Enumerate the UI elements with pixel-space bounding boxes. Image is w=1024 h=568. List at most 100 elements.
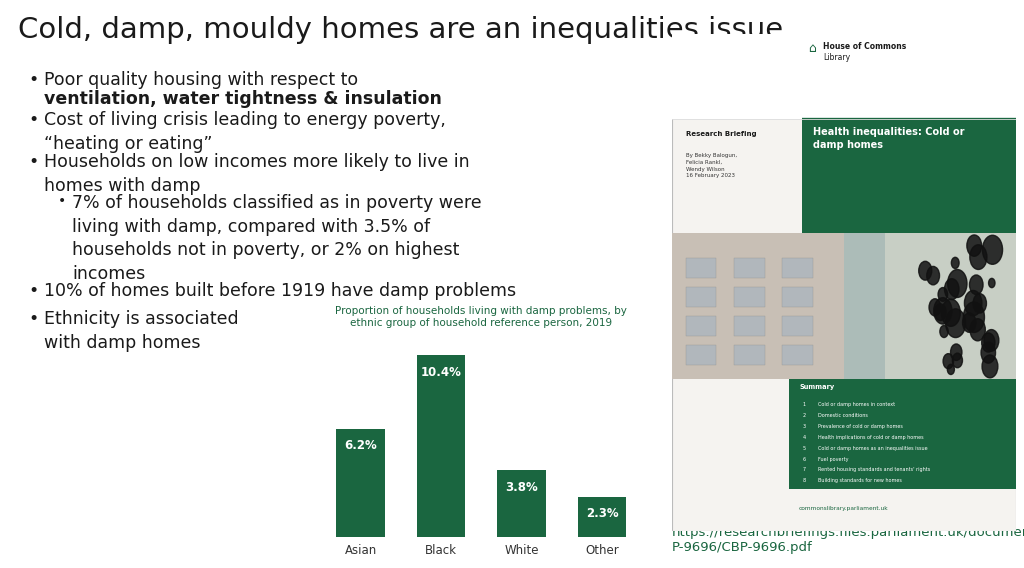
Bar (498, 470, 546, 537)
FancyBboxPatch shape (782, 287, 813, 307)
FancyBboxPatch shape (733, 287, 765, 307)
Circle shape (945, 309, 966, 337)
Circle shape (970, 245, 987, 269)
Text: Cold, damp, mouldy homes are an inequalities issue: Cold, damp, mouldy homes are an inequali… (18, 16, 783, 44)
Text: Building standards for new homes: Building standards for new homes (818, 478, 902, 483)
Circle shape (965, 290, 982, 316)
Circle shape (947, 364, 954, 374)
Circle shape (982, 333, 995, 352)
Text: Households on low incomes more likely to live in
homes with damp: Households on low incomes more likely to… (44, 153, 470, 195)
Text: Cold or damp homes as an inequalities issue: Cold or damp homes as an inequalities is… (818, 445, 928, 450)
Circle shape (944, 279, 959, 300)
Text: Health inequalities: Cold or
damp homes: Health inequalities: Cold or damp homes (813, 127, 965, 150)
Text: Poor quality housing with respect to: Poor quality housing with respect to (44, 71, 364, 89)
Text: https://researchbriefings.files.parliament.uk/documents/CB
P-9696/CBP-9696.pdf: https://researchbriefings.files.parliame… (672, 526, 1024, 554)
Circle shape (984, 329, 998, 351)
Bar (578, 496, 626, 537)
Text: Other: Other (585, 544, 618, 557)
Text: 4: 4 (803, 435, 806, 440)
FancyBboxPatch shape (733, 258, 765, 278)
FancyBboxPatch shape (685, 287, 717, 307)
Circle shape (919, 261, 932, 280)
Text: Domestic conditions: Domestic conditions (818, 413, 868, 418)
Text: White: White (504, 544, 539, 557)
Circle shape (951, 257, 959, 269)
FancyBboxPatch shape (782, 345, 813, 365)
Text: Fuel poverty: Fuel poverty (818, 457, 849, 462)
Text: ventilation, water tightness & insulation: ventilation, water tightness & insulatio… (44, 90, 442, 108)
Text: Research Briefing: Research Briefing (685, 131, 756, 137)
FancyBboxPatch shape (844, 233, 885, 379)
Circle shape (929, 299, 941, 316)
Circle shape (982, 235, 1002, 264)
Circle shape (934, 298, 952, 324)
Text: •: • (28, 282, 38, 300)
Circle shape (941, 299, 961, 327)
Text: •: • (28, 153, 38, 171)
Text: 8: 8 (803, 478, 806, 483)
FancyBboxPatch shape (733, 316, 765, 336)
Text: 10.4%: 10.4% (421, 366, 462, 379)
Circle shape (952, 353, 963, 367)
Text: Black: Black (425, 544, 457, 557)
Text: Library: Library (823, 53, 850, 62)
Bar (417, 355, 465, 537)
Text: 10% of homes built before 1919 have damp problems: 10% of homes built before 1919 have damp… (44, 282, 516, 300)
Text: 2: 2 (803, 413, 806, 418)
Text: •: • (58, 194, 67, 208)
Circle shape (938, 287, 947, 302)
Text: 5: 5 (803, 445, 806, 450)
Text: Ethnicity is associated
with damp homes: Ethnicity is associated with damp homes (44, 310, 239, 352)
Text: 7: 7 (803, 467, 806, 473)
Circle shape (950, 344, 962, 361)
FancyBboxPatch shape (782, 316, 813, 336)
FancyBboxPatch shape (672, 34, 1016, 119)
Text: ⌂: ⌂ (808, 41, 816, 55)
Text: By Bekky Balogun,
Felicia Rankl,
Wendy Wilson
16 February 2023: By Bekky Balogun, Felicia Rankl, Wendy W… (685, 153, 736, 178)
Circle shape (964, 302, 984, 332)
FancyBboxPatch shape (685, 345, 717, 365)
Text: 7% of households classified as in poverty were
living with damp, compared with 3: 7% of households classified as in povert… (72, 194, 481, 283)
Circle shape (963, 313, 976, 332)
Text: 3.8%: 3.8% (505, 481, 538, 494)
Circle shape (970, 319, 985, 341)
FancyBboxPatch shape (672, 233, 844, 379)
Text: Health implications of cold or damp homes: Health implications of cold or damp home… (818, 435, 924, 440)
Text: 1: 1 (803, 402, 806, 407)
Circle shape (967, 235, 982, 256)
Text: Cold or damp homes in context: Cold or damp homes in context (818, 402, 895, 407)
FancyBboxPatch shape (788, 379, 1016, 489)
Text: Prevalence of cold or damp homes: Prevalence of cold or damp homes (818, 424, 903, 429)
Circle shape (935, 304, 946, 320)
Circle shape (988, 278, 995, 287)
Text: commonslibrary.parliament.uk: commonslibrary.parliament.uk (799, 506, 889, 511)
FancyBboxPatch shape (672, 34, 1016, 531)
Circle shape (943, 354, 953, 369)
FancyBboxPatch shape (803, 116, 1016, 233)
Circle shape (947, 269, 967, 298)
Circle shape (927, 266, 939, 285)
Circle shape (940, 325, 948, 337)
Text: Proportion of households living with damp problems, by
ethnic group of household: Proportion of households living with dam… (335, 306, 628, 328)
Text: •: • (28, 71, 38, 89)
FancyBboxPatch shape (685, 258, 717, 278)
FancyBboxPatch shape (733, 345, 765, 365)
Text: 2.3%: 2.3% (586, 507, 618, 520)
Circle shape (973, 294, 986, 313)
Bar (337, 428, 385, 537)
FancyBboxPatch shape (844, 233, 1016, 379)
Text: Rented housing standards and tenants' rights: Rented housing standards and tenants' ri… (818, 467, 930, 473)
Text: 3: 3 (803, 424, 806, 429)
Text: •: • (28, 310, 38, 328)
Text: 6: 6 (803, 457, 806, 462)
Text: •: • (28, 111, 38, 129)
Text: Asian: Asian (344, 544, 377, 557)
Circle shape (981, 342, 995, 363)
Text: 6.2%: 6.2% (344, 439, 377, 452)
Text: Cost of living crisis leading to energy poverty,
“heating or eating”: Cost of living crisis leading to energy … (44, 111, 445, 153)
Text: House of Commons: House of Commons (823, 41, 906, 51)
FancyBboxPatch shape (685, 316, 717, 336)
Circle shape (970, 275, 983, 295)
Circle shape (982, 355, 997, 378)
Text: Summary: Summary (799, 385, 835, 390)
